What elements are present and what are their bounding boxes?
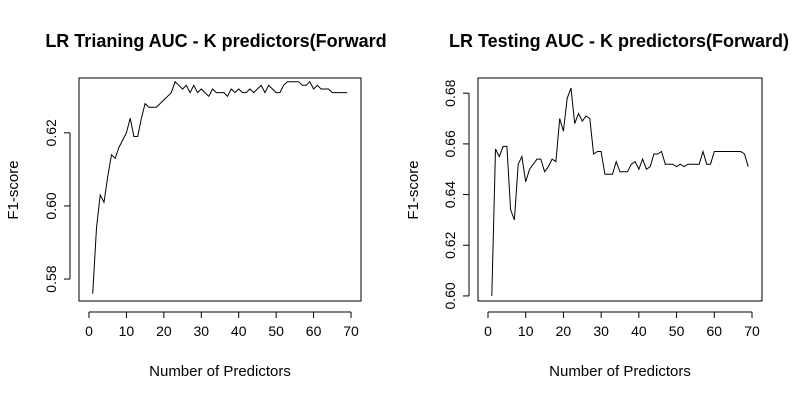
y-tick-label: 0.68 (442, 79, 458, 106)
plot-frame (477, 77, 763, 302)
chart-panel-testing: LR Testing AUC - K predictors(Forward) 0… (405, 31, 789, 380)
y-tick-label: 0.60 (442, 282, 458, 309)
x-tick-label: 70 (744, 323, 760, 339)
x-tick-label: 20 (556, 323, 572, 339)
x-tick-label: 60 (306, 323, 322, 339)
x-tick-label: 10 (518, 323, 534, 339)
y-tick-label: 0.58 (43, 265, 59, 292)
x-tick-label: 50 (268, 323, 284, 339)
x-axis-label: Number of Predictors (549, 363, 691, 380)
plot-frame (78, 77, 362, 302)
x-tick-label: 0 (484, 323, 492, 339)
y-tick-label: 0.62 (43, 119, 59, 146)
series-line (491, 87, 749, 296)
y-tick-label: 0.60 (43, 192, 59, 219)
x-tick-label: 30 (593, 323, 609, 339)
y-tick-label: 0.64 (442, 181, 458, 208)
y-tick-label: 0.62 (442, 231, 458, 258)
chart-title: LR Testing AUC - K predictors(Forward) (449, 31, 789, 51)
chart-panel-training: LR Trianing AUC - K predictors(Forward 0… (5, 31, 387, 380)
axis-ticks: 0 10 20 30 40 50 60 70 0.60 0.62 0.64 0.66 0.68 (442, 79, 760, 339)
chart-title: LR Trianing AUC - K predictors(Forward (45, 31, 386, 51)
y-axis-label: F1-score (5, 160, 22, 219)
x-tick-label: 30 (193, 323, 209, 339)
x-axis-label: Number of Predictors (149, 363, 291, 380)
x-tick-label: 0 (85, 323, 93, 339)
x-tick-label: 50 (669, 323, 685, 339)
x-tick-label: 40 (231, 323, 247, 339)
x-tick-label: 70 (343, 323, 359, 339)
x-tick-label: 60 (706, 323, 722, 339)
x-tick-label: 40 (631, 323, 647, 339)
y-tick-label: 0.66 (442, 130, 458, 157)
series-line (92, 80, 348, 294)
y-axis-label: F1-score (405, 160, 422, 219)
axis-ticks: 0 10 20 30 40 50 60 70 0.58 0.60 0.62 (43, 119, 359, 339)
x-tick-label: 20 (156, 323, 172, 339)
x-tick-label: 10 (119, 323, 135, 339)
